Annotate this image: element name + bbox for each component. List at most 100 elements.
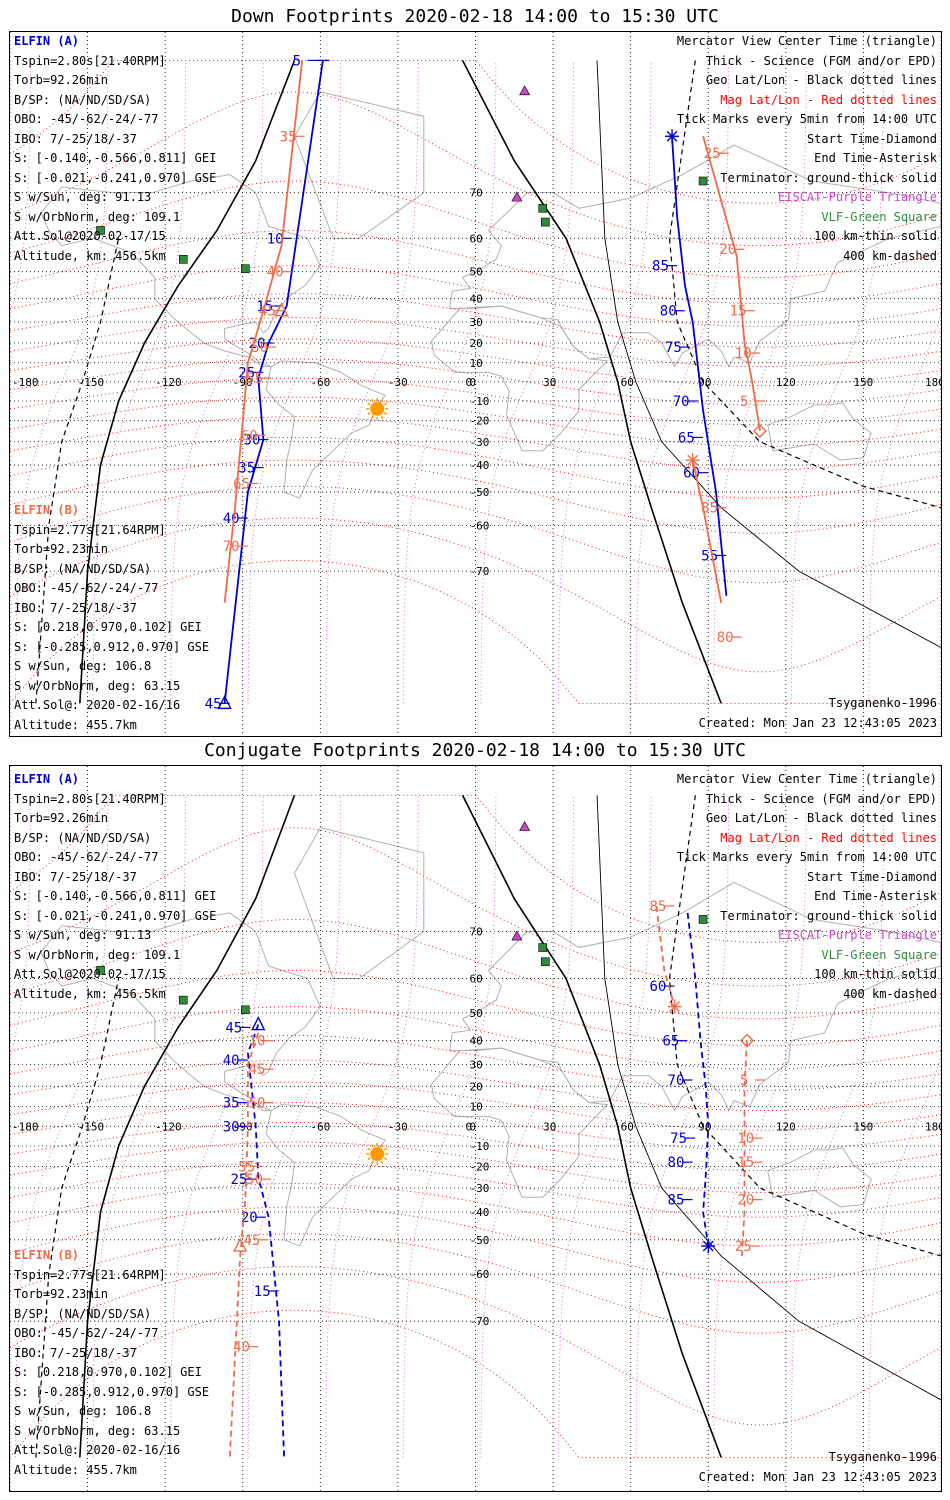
footprint-track: [228, 1032, 260, 1458]
elfin-a-title: ELFIN (A): [14, 772, 80, 786]
mag-lon-line: [170, 795, 264, 1458]
mag-lon-line: [635, 60, 730, 704]
tick-label: 20: [737, 1193, 754, 1209]
sun-icon: [370, 1147, 385, 1162]
end-time-asterisk: [687, 454, 699, 466]
tick-label: 20: [241, 1210, 258, 1226]
mag-lon-line: [325, 795, 419, 1458]
elfin-a-line: Att.Sol@2020-02-17/15: [14, 229, 166, 243]
mag-lon-line: [92, 60, 186, 704]
tick-label: 45: [243, 1233, 260, 1249]
elfin-b-line: IBO: 7/-25/18/-37: [14, 1345, 137, 1360]
elfin-b-info: ELFIN (B) Tspin=2.77s[21.64RPM] Torb=92.…: [14, 1246, 209, 1480]
mag-lat-line: [10, 1309, 941, 1458]
lon-tick-label: 0: [466, 376, 473, 389]
lat-tick-label: 10: [470, 1101, 483, 1114]
tick-label: 40: [223, 511, 240, 527]
tick-label: 25: [735, 1239, 752, 1255]
footprint-track: [671, 136, 728, 596]
center-time-triangle: [233, 1237, 248, 1252]
center-time-triangle: [274, 302, 289, 317]
terminator-ground: [461, 794, 722, 1458]
sun-ray: [367, 412, 371, 415]
lat-tick-label: -70: [470, 565, 490, 578]
lon-tick-label: 150: [853, 376, 873, 389]
created-timestamp: Created: Mon Jan 23 12:43:05 2023: [698, 715, 937, 730]
mag-lon-line: [713, 795, 807, 1458]
tick-label: 80: [660, 304, 677, 320]
tick-label: 30: [243, 433, 260, 449]
elfin-a-info: ELFIN (A) Tspin=2.80s[21.40RPM] Torb=92.…: [14, 770, 216, 1004]
land-outline: [40, 174, 321, 368]
terminator-400km: [668, 795, 941, 1257]
footprint-track: [741, 1040, 748, 1256]
eiscat-station-icon: [511, 930, 523, 941]
elfin-a-line: Altitude, km: 456.5km: [14, 986, 166, 1001]
mag-lat-line: [10, 317, 941, 368]
mag-lon-line: [713, 60, 807, 704]
tick-label: 15: [254, 1284, 271, 1300]
legend-item: EISCAT-Purple Triangle: [778, 190, 937, 204]
tick-label: 35: [280, 129, 297, 145]
legend-item: 400 km-dashed: [843, 986, 937, 1001]
elfin-b-line: B/SP: (NA/ND/SD/SA): [14, 561, 152, 576]
lat-tick-label: 40: [470, 293, 483, 306]
sun-ray: [380, 1160, 384, 1164]
lon-tick-label: 180: [925, 376, 941, 389]
tick-label: 75: [665, 340, 682, 356]
legend-item: Terminator: ground-thick solid: [720, 170, 937, 185]
tick-label: 50: [246, 1172, 263, 1188]
legend-item: Terminator: ground-thick solid: [720, 908, 937, 923]
elfin-a-line: S: [-0.021,-0.241,0.970] GSE: [14, 908, 217, 923]
mag-lon-line: [480, 795, 574, 1458]
elfin-a-line: S w/OrbNorm, deg: 109.1: [14, 947, 181, 962]
lat-tick-label: -50: [470, 486, 490, 499]
terminator-ground: [461, 60, 722, 704]
sun-ray: [371, 1160, 374, 1164]
lon-tick-label: -90: [233, 376, 253, 389]
mag-lon-line: [10, 795, 31, 1058]
elfin-b-line: S: [-0.285,0.912,0.970] GSE: [14, 639, 210, 654]
terminator-400km: [668, 60, 941, 509]
elfin-a-line: S: [-0.021,-0.241,0.970] GSE: [14, 170, 217, 185]
lon-tick-label: -60: [310, 376, 330, 389]
tick-label: 55: [238, 1159, 255, 1175]
tick-label: 25: [704, 146, 721, 162]
legend-item: End Time-Asterisk: [814, 889, 937, 903]
map-down: -180-150-120-90-60-300306090120150180706…: [10, 32, 941, 736]
tick-label: 40: [267, 265, 284, 281]
tick-label: 65: [662, 1034, 679, 1050]
tick-label: 60: [241, 428, 258, 444]
lon-tick-label: 60: [621, 1120, 634, 1133]
elfin-a-line: S w/Sun, deg: 91.13: [14, 928, 152, 942]
legend-item: Mag Lat/Lon - Red dotted lines: [720, 830, 937, 845]
tick-label: 35: [223, 1096, 240, 1112]
land-outline: [767, 1147, 872, 1208]
mag-lat-line: [10, 560, 941, 704]
lat-tick-label: -40: [470, 1206, 490, 1219]
legend-item: 100 km-thin solid: [814, 967, 937, 981]
mag-lat-line: [10, 1266, 941, 1426]
tick-label: 5: [740, 1073, 748, 1089]
elfin-a-line: Torb=92.26min: [14, 73, 108, 87]
legend-item: End Time-Asterisk: [814, 151, 937, 165]
panel-down: -180-150-120-90-60-300306090120150180706…: [9, 31, 942, 737]
elfin-a-line: IBO: 7/-25/18/-37: [14, 869, 137, 884]
lat-tick-label: 10: [470, 357, 483, 370]
elfin-a-line: OBO: -45/-62/-24/-77: [14, 112, 159, 126]
legend-item: Tick Marks every 5min from 14:00 UTC: [676, 850, 937, 864]
lat-tick-label: -60: [470, 519, 490, 532]
elfin-b-line: S w/Sun, deg: 106.8: [14, 1404, 152, 1418]
vlf-station-icon: [178, 995, 188, 1005]
elfin-a-title: ELFIN (A): [14, 34, 80, 48]
terminator-100km: [596, 60, 941, 648]
lat-tick-label: 60: [470, 972, 483, 985]
elfin-b-line: S: [0.218,0.970,0.102] GEI: [14, 620, 202, 634]
footprint-track: [223, 60, 324, 704]
lon-tick-label: 150: [853, 1120, 873, 1133]
vlf-station-icon: [96, 226, 105, 235]
eiscat-station-icon: [519, 85, 531, 96]
footprint-track: [702, 136, 761, 432]
vlf-station-icon: [241, 1005, 250, 1015]
lat-tick-label: 50: [470, 266, 483, 279]
